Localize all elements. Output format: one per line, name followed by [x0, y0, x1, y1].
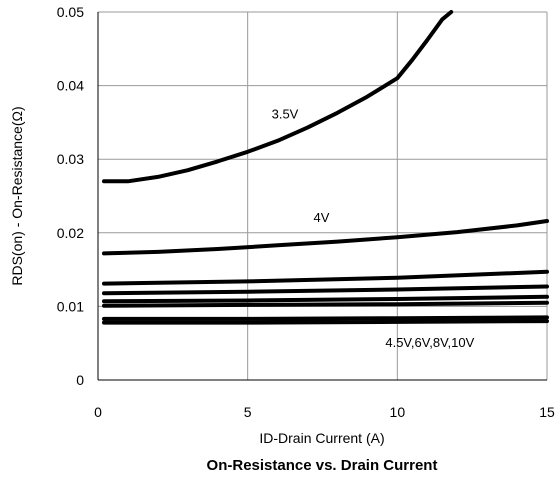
series-annotation: 3.5V: [272, 107, 299, 122]
y-tick-label: 0: [76, 372, 84, 388]
grid: [97, 11, 548, 381]
series-line-10v: [102, 300, 549, 308]
series-line-6v: [102, 284, 549, 296]
y-tick-label: 0.01: [57, 298, 84, 314]
series-line-3-5v: [102, 10, 454, 184]
series-annotation: 4.5V,6V,8V,10V: [385, 335, 474, 350]
series-line-8v: [102, 294, 549, 304]
y-tick-label: 0.02: [57, 225, 84, 241]
x-axis-title: ID-Drain Current (A): [259, 430, 384, 446]
x-tick-label: 15: [539, 404, 555, 420]
y-axis-title: RDS(on) - On-Resistance(Ω): [9, 106, 25, 285]
y-tick-label: 0.05: [57, 4, 84, 20]
annotations: 3.5V 4V 4.5V,6V,8V,10V: [272, 107, 475, 350]
series-line-4v: [102, 219, 549, 256]
series-line-unlabeled-7: [102, 319, 549, 325]
x-tick-label: 5: [244, 404, 252, 420]
y-tick-label: 0.03: [57, 151, 84, 167]
tick-labels: 0 5 10 15 0 0.01 0.02 0.03 0.04 0.05: [57, 4, 555, 420]
x-tick-label: 0: [94, 404, 102, 420]
series-annotation: 4V: [314, 210, 330, 225]
series-line-unlabeled-6: [102, 315, 549, 321]
series-line-4-5v: [102, 269, 549, 286]
y-tick-label: 0.04: [57, 78, 84, 94]
series-lines: [102, 10, 549, 325]
chart-title: On-Resistance vs. Drain Current: [207, 457, 438, 474]
x-tick-label: 10: [390, 404, 406, 420]
